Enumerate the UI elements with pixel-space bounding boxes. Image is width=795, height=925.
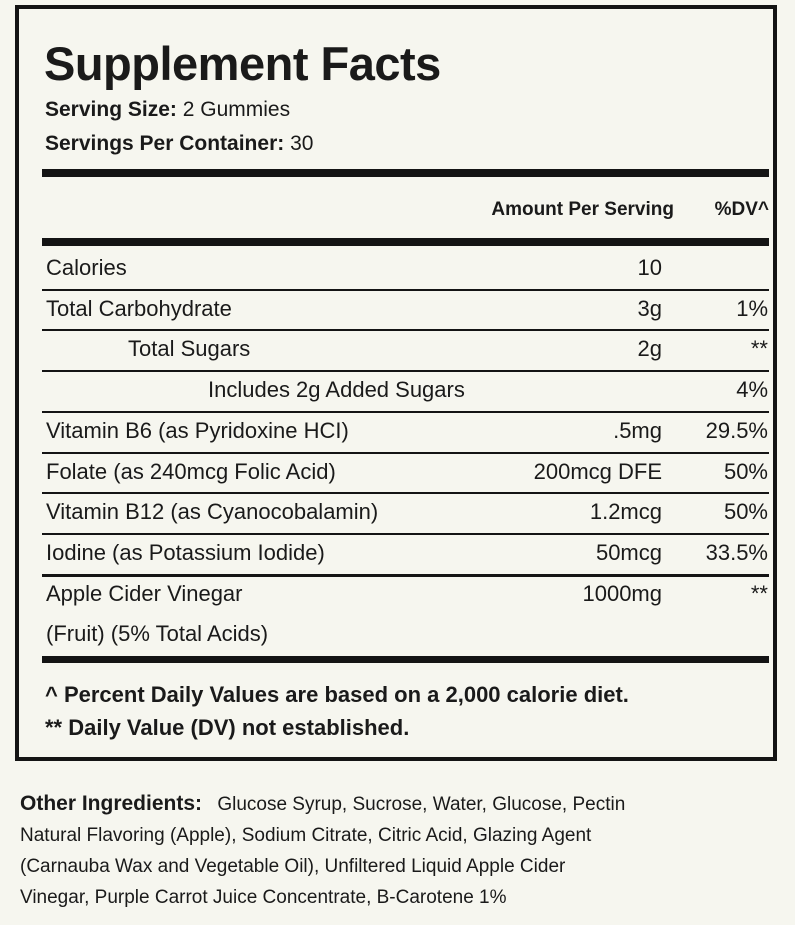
ingredients-line: Glucose Syrup, Sucrose, Water, Glucose, … — [217, 794, 626, 815]
daily-value: ** — [750, 580, 768, 606]
serving-size: Serving Size: 2 Gummies — [45, 98, 290, 122]
row-divider — [42, 370, 769, 373]
ingredients-line: Vinegar, Purple Carrot Juice Concentrate… — [20, 887, 507, 908]
amount: .5mg — [613, 417, 662, 443]
label-box — [15, 5, 777, 761]
title: Supplement Facts — [44, 37, 441, 90]
value: 30 — [290, 132, 314, 155]
other-ingredients: Other Ingredients: Glucose Syrup, Sucros… — [20, 788, 625, 913]
row-divider — [42, 573, 769, 577]
row-divider — [42, 532, 769, 535]
row-divider — [42, 410, 769, 413]
row-divider — [42, 492, 769, 495]
daily-value: 29.5% — [705, 417, 768, 443]
footnote: ^ Percent Daily Values are based on a 2,… — [45, 682, 629, 707]
nutrient-name: Total Carbohydrate — [46, 295, 232, 321]
row-divider — [42, 288, 769, 291]
amount: 3g — [637, 295, 662, 321]
nutrient-name: Iodine (as Potassium Iodide) — [46, 539, 325, 565]
footnote: ** Daily Value (DV) not established. — [45, 715, 410, 740]
nutrient-note: (Fruit) (5% Total Acids) — [46, 620, 269, 646]
row-divider — [42, 329, 769, 332]
amount: 1.2mcg — [589, 499, 662, 525]
nutrient-name: Includes 2g Added Sugars — [208, 377, 465, 403]
amount: 50mcg — [595, 539, 662, 565]
column-header: Amount Per Serving — [491, 199, 674, 220]
ingredients-line: (Carnauba Wax and Vegetable Oil), Unfilt… — [20, 856, 566, 877]
nutrient-name: Apple Cider Vinegar — [46, 580, 243, 606]
nutrient-name: Folate (as 240mcg Folic Acid) — [46, 458, 336, 484]
daily-value: 50% — [723, 499, 768, 525]
daily-value: 1% — [736, 295, 768, 321]
amount: 1000mg — [582, 580, 662, 606]
label: Servings Per Container: — [45, 132, 285, 155]
daily-value: 50% — [723, 458, 768, 484]
divider — [42, 656, 769, 663]
nutrient-name: Total Sugars — [128, 336, 251, 362]
column-header: %DV^ — [714, 199, 769, 220]
daily-value: 4% — [736, 377, 768, 403]
nutrient-name: Vitamin B6 (as Pyridoxine HCI) — [46, 417, 349, 443]
daily-value: ** — [750, 336, 768, 362]
daily-value: 33.5% — [705, 539, 768, 565]
value: 2 Gummies — [182, 98, 291, 121]
amount: 2g — [637, 336, 662, 362]
label: Serving Size: — [45, 98, 177, 121]
amount: 10 — [637, 255, 662, 280]
nutrient-name: Calories — [46, 255, 127, 280]
row-divider — [42, 451, 769, 454]
ingredients-line: Natural Flavoring (Apple), Sodium Citrat… — [20, 825, 592, 846]
divider — [42, 169, 769, 177]
label: Other Ingredients: — [20, 792, 203, 815]
nutrient-name: Vitamin B12 (as Cyanocobalamin) — [46, 499, 379, 525]
divider — [42, 238, 769, 246]
amount: 200mcg DFE — [533, 458, 662, 484]
servings-per-container: Servings Per Container: 30 — [45, 132, 313, 156]
